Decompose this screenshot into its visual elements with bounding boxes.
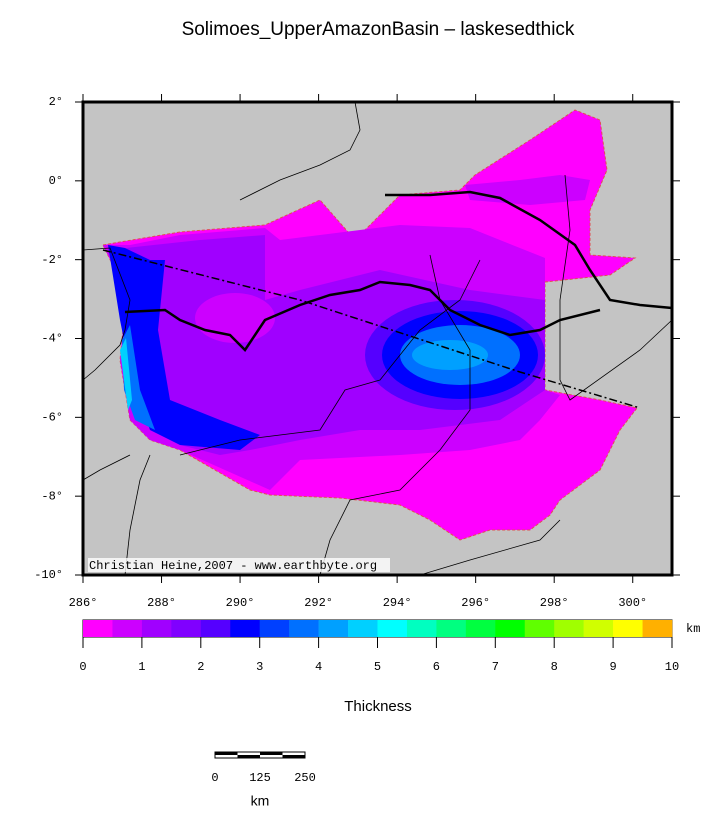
colorbar-segment [259,620,290,637]
lat-tick-label: 0° [49,174,63,188]
title: Solimoes_UpperAmazonBasin – laskesedthic… [182,19,575,40]
lon-tick-label: 290° [226,596,255,610]
colorbar-segment [642,620,673,637]
region-inner [195,293,275,343]
colorbar-segment [289,620,319,637]
borders [82,101,673,576]
lat-tick-label: -6° [41,411,63,425]
colorbar-tick-label: 8 [551,660,558,674]
colorbar-segment [171,620,202,637]
colorbar-segment [406,620,437,637]
lon-tick-label: 288° [147,596,176,610]
scalebar-seg [237,755,260,758]
colorbar-tick-label: 9 [609,660,616,674]
colorbar-segment [613,620,643,637]
colorbar-tick-label: 5 [374,660,381,674]
scalebar-unit: km [251,793,270,809]
colorbar-unit: km [686,622,700,636]
rivers [124,190,673,352]
section-line [102,249,641,409]
border [124,454,151,576]
credit-box [88,558,390,572]
thickness-field [102,109,638,541]
colorbar-tick-label: 6 [433,660,440,674]
border [239,101,361,201]
lat-tick-label: 2° [49,95,63,109]
lon-tick-label: 286° [69,596,98,610]
colorbar-tick-label: 4 [315,660,322,674]
border [82,247,131,381]
credit: Christian Heine,2007 - www.earthbyte.org [89,559,377,573]
border [559,174,673,401]
scalebar-label: 0 [211,771,218,785]
lat-tick-label: -10° [34,568,63,582]
border [179,259,481,456]
scalebar-seg [282,755,305,758]
colorbar-segment [112,620,143,637]
colorbar-segment [554,620,584,637]
border [319,254,471,576]
colorbar-tick-label: 0 [79,660,86,674]
colorbar-tick-label: 2 [197,660,204,674]
colorbar-tick-label: 10 [665,660,679,674]
lat-tick-label: -2° [41,253,63,267]
colorbar-tick-label: 3 [256,660,263,674]
lat-tick-label: -8° [41,489,63,503]
colorbar-label: Thickness [344,698,412,715]
scalebar-label: 125 [249,771,271,785]
colorbar-segment [348,620,378,637]
colorbar-tick-label: 1 [138,660,145,674]
lon-tick-label: 292° [304,596,333,610]
lon-tick-label: 294° [383,596,412,610]
colorbar-segment [230,620,260,637]
scalebar-label: 250 [294,771,316,785]
colorbar-segment [377,620,408,637]
lon-tick-label: 298° [540,596,569,610]
scalebar-seg [215,752,238,755]
colorbar-segment [583,620,614,637]
region-3 [108,245,260,450]
region-7 [412,340,488,370]
colorbar-segment [200,620,231,637]
border [419,519,561,576]
river [385,190,673,310]
lat-tick-label: -4° [41,332,63,346]
colorbar-tick-label: 7 [492,660,499,674]
colorbar-segment [524,620,555,637]
scalebar-seg [260,752,283,755]
colorbar-segment [495,620,526,637]
colorbar-segment [141,620,172,637]
lon-tick-label: 296° [461,596,490,610]
river [124,280,601,352]
colorbar-segment [83,620,113,637]
colorbar-segment [436,620,467,637]
colorbar-segment [318,620,349,637]
scalebar [214,751,306,759]
region-left-core [120,338,132,410]
colorbar-segment [465,620,496,637]
lon-tick-label: 300° [618,596,647,610]
border [82,454,131,481]
